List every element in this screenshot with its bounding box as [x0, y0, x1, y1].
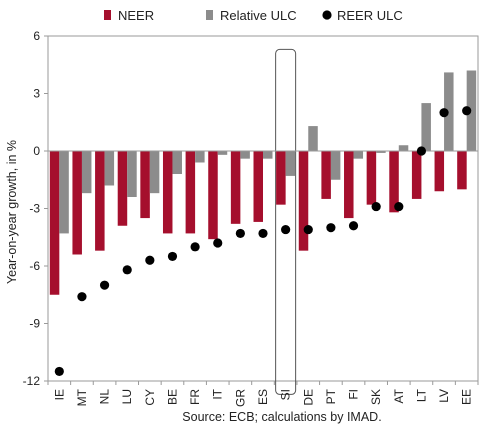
x-tick-label: LT: [414, 388, 428, 402]
bar-relative-ulc-lu: [127, 151, 137, 197]
x-tick-label: BE: [165, 389, 179, 405]
x-tick-label: IT: [211, 388, 225, 399]
x-tick-label: FR: [188, 389, 202, 405]
y-axis-label: Year-on-year growth, in %: [5, 140, 19, 284]
bar-relative-ulc-ee: [466, 70, 477, 151]
x-tick-label: AT: [392, 388, 406, 403]
point-reer-ulc-fr: [190, 242, 200, 252]
bar-relative-ulc-lt: [421, 103, 431, 151]
legend-neer-swatch: [104, 10, 111, 20]
x-tick-label: FI: [347, 389, 361, 400]
bar-neer-nl: [95, 151, 105, 251]
bar-relative-ulc-fi: [353, 151, 364, 159]
bar-neer-de: [298, 151, 309, 251]
bar-relative-ulc-it: [217, 151, 228, 155]
point-reer-ulc-si: [281, 224, 291, 235]
point-reer-ulc-gr: [235, 228, 245, 239]
bar-relative-ulc-cy: [149, 151, 160, 194]
x-tick-label: SI: [279, 389, 293, 400]
bar-relative-ulc-pt: [330, 151, 341, 180]
bar-relative-ulc-be: [172, 151, 182, 174]
legend-relative-ulc-label: Relative ULC: [220, 8, 297, 23]
y-tick-label: -12: [23, 374, 41, 388]
y-tick-label: 6: [33, 29, 40, 43]
x-tick-label: IE: [52, 389, 66, 400]
legend-reer-ulc-label: REER ULC: [337, 8, 403, 23]
bar-neer-ee: [457, 151, 467, 190]
point-reer-ulc-pt: [326, 223, 336, 233]
point-reer-ulc-mt: [77, 292, 87, 302]
point-reer-ulc-sk: [371, 201, 381, 212]
x-tick-label: ES: [256, 389, 270, 405]
bar-neer-at: [389, 151, 399, 213]
bar-neer-ie: [49, 151, 60, 295]
bar-relative-ulc-lv: [444, 72, 454, 151]
bar-relative-ulc-fr: [195, 151, 205, 163]
source-note: Source: ECB; calculations by IMAD.: [182, 410, 381, 424]
bar-relative-ulc-mt: [81, 151, 92, 194]
y-tick-label: -9: [29, 317, 40, 331]
x-tick-label: LV: [437, 389, 451, 403]
x-tick-label: DE: [301, 389, 315, 406]
bar-neer-be: [162, 151, 173, 234]
x-tick-label: EE: [460, 389, 474, 405]
point-reer-ulc-de: [303, 224, 313, 235]
bar-neer-lu: [117, 151, 128, 226]
y-tick-label: 3: [33, 87, 40, 101]
point-reer-ulc-fi: [348, 221, 359, 231]
point-reer-ulc-lv: [439, 108, 449, 118]
point-reer-ulc-lt: [416, 146, 427, 156]
bar-relative-ulc-sk: [376, 151, 386, 153]
bar-neer-lt: [411, 151, 422, 199]
x-tick-label: SK: [369, 389, 383, 405]
bar-relative-ulc-nl: [104, 151, 115, 186]
bar-relative-ulc-es: [263, 151, 273, 159]
bar-relative-ulc-si: [285, 151, 296, 176]
y-tick-label: 0: [33, 144, 40, 158]
y-tick-label: -6: [29, 259, 40, 273]
point-reer-ulc-at: [394, 201, 404, 212]
point-reer-ulc-it: [213, 238, 223, 248]
bar-neer-fr: [185, 151, 196, 234]
legend-neer-label: NEER: [118, 8, 154, 23]
bar-neer-lv: [434, 151, 445, 192]
legend-relative-ulc-swatch: [206, 10, 213, 20]
bar-relative-ulc-de: [308, 126, 318, 151]
bar-neer-es: [253, 151, 263, 222]
bar-neer-pt: [321, 151, 331, 199]
bar-neer-it: [208, 151, 218, 240]
legend: NEER Relative ULC REER ULC: [104, 8, 403, 23]
x-tick-label: LU: [120, 389, 134, 404]
x-tick-label: PT: [324, 388, 338, 404]
point-reer-ulc-lu: [122, 265, 132, 275]
point-reer-ulc-be: [167, 251, 178, 262]
bar-neer-cy: [140, 151, 150, 219]
x-tick-label: GR: [233, 389, 247, 407]
y-tick-label: -3: [29, 202, 40, 216]
bar-neer-gr: [230, 151, 241, 224]
bar-neer-mt: [72, 151, 82, 255]
point-reer-ulc-ee: [462, 106, 472, 116]
bar-neer-fi: [344, 151, 354, 219]
x-tick-label: MT: [75, 388, 89, 406]
point-reer-ulc-es: [258, 228, 268, 239]
x-tick-label: CY: [143, 389, 157, 406]
bar-relative-ulc-ie: [59, 151, 69, 234]
plot-area: 6 3 0 -3 -6 -9 -12 IE MT NL LU CY BE FR IT GR ES SI DE PT FI…: [23, 29, 479, 407]
point-reer-ulc-ie: [54, 366, 64, 377]
bar-relative-ulc-gr: [240, 151, 250, 159]
bar-relative-ulc-at: [398, 145, 409, 151]
bar-neer-si: [276, 151, 286, 205]
point-reer-ulc-nl: [99, 280, 110, 290]
bar-neer-sk: [366, 151, 377, 205]
highlight-box-si: [275, 48, 297, 395]
legend-reer-ulc-swatch: [322, 10, 332, 20]
point-reer-ulc-cy: [145, 255, 155, 265]
x-tick-label: NL: [98, 389, 112, 405]
